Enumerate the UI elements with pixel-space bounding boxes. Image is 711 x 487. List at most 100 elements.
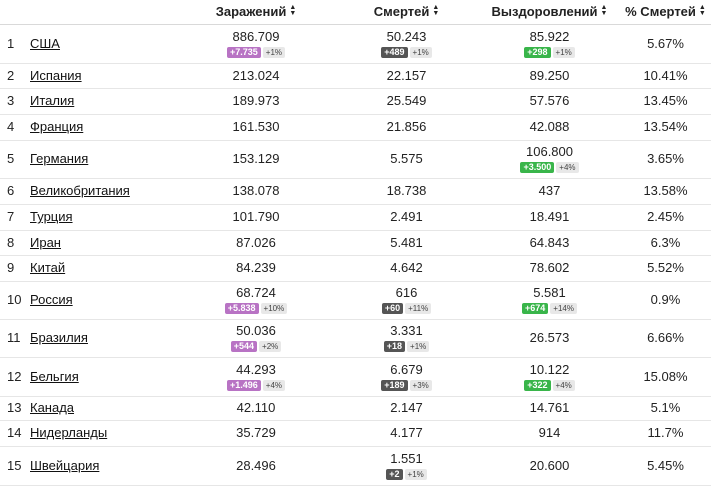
country-link[interactable]: Швейцария (30, 457, 100, 473)
confirmed-cell: 68.724 +5.838 +10% (178, 281, 334, 320)
recovered-value: 85.922 (529, 28, 570, 44)
mortality-cell: 13.45% (620, 88, 711, 115)
header-recovered-label: Выздоровлений (491, 4, 598, 20)
confirmed-cell: 138.078 (178, 178, 334, 205)
country-link[interactable]: США (30, 35, 60, 51)
confirmed-value: 84.239 (236, 260, 276, 275)
table-row: 13 Канада 42.110 2.147 14.761 5.1% (0, 396, 711, 421)
mortality-cell: 3.65% (620, 140, 711, 179)
deaths-cell: 5.481 (334, 230, 479, 256)
recovered-value: 78.602 (529, 260, 570, 275)
header-recovered[interactable]: Выздоровлений ▲ ▼ (479, 0, 620, 25)
table-row: 11 Бразилия 50.036 +544 +2% 3.331 +18 +1% 26.573… (0, 319, 711, 358)
sort-icon[interactable]: ▲ ▼ (698, 4, 706, 18)
confirmed-delta-percent: +4% (262, 379, 285, 391)
table-row: 10 Россия 68.724 +5.838 +10% 616 +60 +11% 5.581 +… (0, 281, 711, 320)
mortality-cell: 5.45% (620, 446, 711, 486)
confirmed-value: 68.724 (236, 285, 276, 300)
confirmed-cell: 886.709 +7.735 +1% (178, 24, 334, 64)
deaths-value: 18.738 (386, 183, 427, 198)
table-header-row: Заражений ▲ ▼ Смертей ▲ ▼ Выздоровлений ▲ ▼ % … (0, 0, 711, 25)
deaths-value: 1.551 (390, 450, 423, 466)
country-cell: Германия (30, 140, 178, 179)
mortality-cell: 5.1% (620, 396, 711, 421)
table-row: 12 Бельгия 44.293 +1.496 +4% 6.679 +189 +3% 10.1… (0, 357, 711, 397)
header-deaths-label: Смертей (373, 4, 430, 20)
country-link[interactable]: Великобритания (30, 183, 130, 198)
table-row: 15 Швейцария 28.496 1.551 +2 +1% 20.600 5.45% (0, 446, 711, 486)
mortality-cell: 6.66% (620, 319, 711, 358)
confirmed-cell: 87.026 (178, 230, 334, 256)
header-confirmed[interactable]: Заражений ▲ ▼ (178, 0, 334, 25)
rank-cell: 11 (0, 319, 30, 358)
confirmed-cell: 50.036 +544 +2% (178, 319, 334, 358)
confirmed-value: 42.110 (236, 400, 276, 415)
confirmed-cell: 153.129 (178, 140, 334, 179)
rank-cell: 8 (0, 230, 30, 256)
sort-icon[interactable]: ▲ ▼ (432, 4, 440, 18)
header-mortality[interactable]: % Смертей ▲ ▼ (620, 0, 711, 25)
country-link[interactable]: Франция (30, 119, 84, 134)
country-link[interactable]: Бельгия (30, 368, 79, 384)
recovered-value: 57.576 (529, 93, 570, 108)
deaths-cell: 2.147 (334, 396, 479, 421)
recovered-value: 14.761 (529, 400, 570, 415)
recovered-value: 64.843 (529, 234, 570, 250)
country-link[interactable]: Россия (30, 292, 73, 307)
confirmed-cell: 42.110 (178, 396, 334, 421)
recovered-delta-badge: +3.500 (520, 162, 555, 173)
country-link[interactable]: Бразилия (30, 330, 88, 345)
recovered-cell: 20.600 (479, 446, 620, 486)
recovered-value: 106.800 (526, 144, 573, 159)
deaths-delta-badge: +489 (381, 46, 408, 58)
deaths-delta-percent: +1% (407, 341, 430, 352)
confirmed-value: 189.973 (232, 93, 280, 108)
deaths-delta-percent: +1% (409, 46, 432, 58)
deaths-delta-group: +189 +3% (334, 378, 479, 391)
confirmed-delta-group: +544 +2% (178, 339, 334, 352)
table-row: 7 Турция 101.790 2.491 18.491 2.45% (0, 204, 711, 231)
country-cell: Бразилия (30, 319, 178, 358)
rank-cell: 13 (0, 396, 30, 421)
confirmed-delta-badge: +544 (230, 341, 258, 352)
table-row: 14 Нидерланды 35.729 4.177 914 11.7% (0, 420, 711, 447)
mortality-cell: 11.7% (620, 420, 711, 447)
confirmed-cell: 213.024 (178, 63, 334, 89)
recovered-cell: 18.491 (479, 204, 620, 231)
header-country (30, 0, 178, 25)
country-link[interactable]: Иран (30, 234, 61, 250)
sort-icon[interactable]: ▲ ▼ (289, 4, 297, 18)
recovered-delta-badge: +298 (524, 46, 551, 58)
country-link[interactable]: Канада (30, 400, 75, 415)
recovered-delta-group: +322 +4% (479, 378, 620, 391)
country-link[interactable]: Италия (30, 93, 75, 108)
rank-cell: 10 (0, 281, 30, 320)
table-row: 2 Испания 213.024 22.157 89.250 10.41% (0, 63, 711, 89)
country-link[interactable]: Турция (30, 209, 73, 224)
sort-icon[interactable]: ▲ ▼ (600, 4, 608, 18)
confirmed-cell: 84.239 (178, 255, 334, 282)
table-row: 6 Великобритания 138.078 18.738 437 13.58% (0, 178, 711, 205)
country-link[interactable]: Китай (30, 260, 66, 275)
recovered-value: 89.250 (529, 67, 570, 83)
country-link[interactable]: Нидерланды (30, 425, 108, 440)
country-link[interactable]: Германия (30, 151, 89, 166)
country-cell: США (30, 24, 178, 64)
recovered-cell: 10.122 +322 +4% (479, 357, 620, 397)
header-deaths[interactable]: Смертей ▲ ▼ (334, 0, 479, 25)
table-row: 3 Италия 189.973 25.549 57.576 13.45% (0, 88, 711, 115)
country-link[interactable]: Испания (30, 67, 82, 83)
deaths-value: 3.331 (390, 323, 423, 338)
confirmed-value: 44.293 (236, 361, 276, 377)
table-row: 5 Германия 153.129 5.575 106.800 +3.500 +4% 3.6… (0, 140, 711, 179)
recovered-value: 42.088 (529, 119, 570, 134)
recovered-cell: 914 (479, 420, 620, 447)
confirmed-cell: 44.293 +1.496 +4% (178, 357, 334, 397)
deaths-cell: 5.575 (334, 140, 479, 179)
country-cell: Иран (30, 230, 178, 256)
country-cell: Великобритания (30, 178, 178, 205)
recovered-delta-percent: +4% (552, 379, 575, 391)
rank-cell: 12 (0, 357, 30, 397)
recovered-cell: 26.573 (479, 319, 620, 358)
confirmed-value: 161.530 (232, 119, 280, 134)
